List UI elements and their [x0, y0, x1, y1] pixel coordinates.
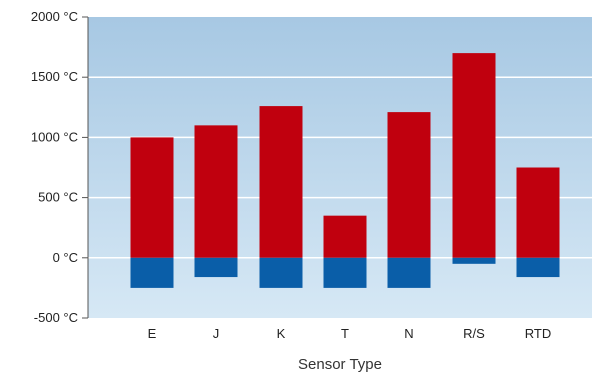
y-tick-label: 2000 °C	[31, 9, 78, 24]
x-category-label: E	[148, 326, 157, 341]
y-axis: 2000 °C 1500 °C 1000 °C 500 °C 0 °C -500 °C	[31, 9, 89, 325]
y-tick-label: -500 °C	[34, 310, 78, 325]
bar-lower-e	[130, 257, 174, 288]
y-tick-label: 0 °C	[53, 250, 78, 265]
bar-upper-r-s	[452, 53, 496, 258]
bar-upper-t	[323, 215, 367, 258]
bar-upper-rtd	[516, 167, 560, 258]
bar-lower-n	[387, 257, 431, 288]
bar-upper-k	[259, 106, 303, 258]
x-category-label: T	[341, 326, 349, 341]
x-category-label: N	[404, 326, 413, 341]
y-tick-label: 500 °C	[38, 190, 78, 205]
bar-upper-j	[194, 125, 238, 258]
bar-lower-t	[323, 257, 367, 288]
bar-lower-r-s	[452, 257, 496, 264]
bar-lower-j	[194, 257, 238, 278]
x-category-label: J	[213, 326, 220, 341]
bars	[130, 53, 560, 288]
bar-lower-rtd	[516, 257, 560, 278]
y-tick-label: 1500 °C	[31, 69, 78, 84]
x-axis-title: Sensor Type	[298, 356, 382, 373]
bar-upper-e	[130, 137, 174, 258]
x-category-label: K	[277, 326, 286, 341]
x-category-label: RTD	[525, 326, 551, 341]
bar-lower-k	[259, 257, 303, 288]
y-tick-label: 1000 °C	[31, 129, 78, 144]
x-axis: E J K T N R/S RTD	[148, 326, 552, 341]
bar-upper-n	[387, 112, 431, 258]
x-category-label: R/S	[463, 326, 485, 341]
